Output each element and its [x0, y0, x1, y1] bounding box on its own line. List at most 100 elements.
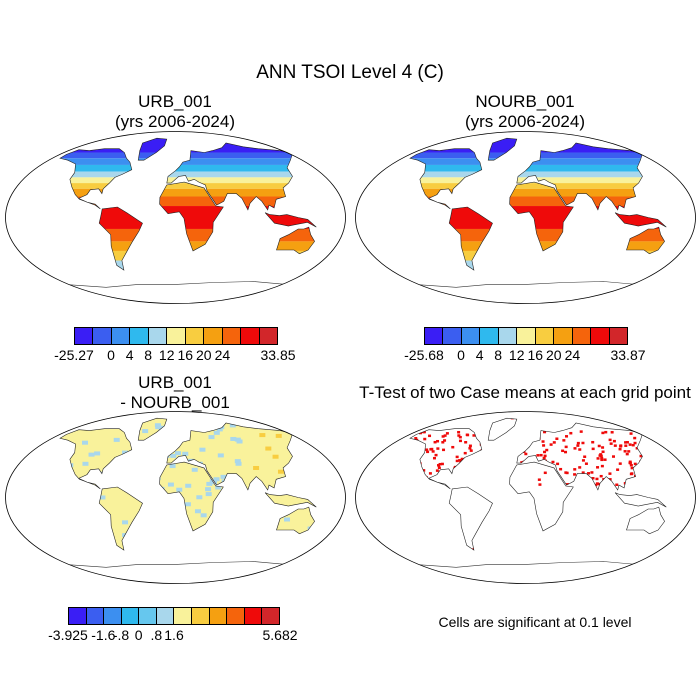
difference-cell [263, 572, 269, 576]
difference-cell [327, 580, 333, 584]
significant-cell [682, 461, 685, 464]
significant-cell [683, 425, 686, 428]
difference-cell [9, 548, 15, 552]
significant-cell [537, 478, 541, 481]
colorbar-swatch [262, 608, 279, 624]
difference-cell [324, 450, 330, 454]
difference-cell [164, 583, 170, 587]
difference-cell [61, 417, 67, 421]
significant-cell [367, 456, 370, 459]
difference-cell [61, 411, 67, 415]
difference-cell [6, 542, 12, 546]
significant-cell [686, 463, 689, 466]
significant-cell [683, 440, 686, 443]
temperature-band [516, 188, 643, 197]
difference-cell [62, 582, 68, 586]
difference-cell [191, 583, 197, 587]
significant-cell [437, 466, 441, 470]
significant-cell [539, 453, 543, 457]
difference-cell [30, 564, 36, 568]
difference-cell [309, 576, 315, 580]
difference-cell [30, 564, 36, 568]
difference-cell [336, 550, 342, 554]
difference-cell [334, 563, 340, 567]
significant-cell [377, 440, 380, 443]
difference-cell [331, 410, 337, 414]
significant-cell [696, 432, 699, 435]
significant-cell [684, 447, 687, 450]
difference-cell [334, 563, 340, 567]
significant-cell [469, 449, 473, 452]
significant-cell [436, 464, 440, 467]
difference-cell [49, 412, 55, 416]
significant-cell [545, 448, 549, 452]
difference-cell [213, 430, 220, 435]
difference-cell [263, 572, 269, 576]
temperature-band [516, 143, 643, 153]
significant-cell [378, 436, 381, 439]
difference-cell [299, 579, 305, 583]
colorbar-tick-label: 8 [144, 347, 153, 363]
temperature-band [159, 188, 224, 197]
difference-cell [86, 576, 92, 580]
significant-cell [619, 445, 623, 448]
significant-cell [552, 441, 556, 444]
difference-cell [337, 566, 343, 570]
difference-cell [105, 585, 111, 589]
significant-cell [629, 463, 633, 467]
difference-cell [105, 585, 111, 589]
colorbar-tick-label: 5.682 [262, 627, 298, 643]
panel-title-ttest: T-Test of two Case means at each grid po… [359, 383, 691, 402]
significant-cell [432, 456, 436, 460]
significant-cell [672, 446, 675, 449]
difference-cell [34, 583, 40, 587]
difference-cell [217, 453, 224, 458]
colorbar-swatch [111, 328, 131, 344]
difference-cell [32, 422, 38, 426]
difference-cell [265, 446, 272, 451]
significant-cell [610, 431, 614, 434]
difference-cell [62, 582, 68, 586]
coastline [166, 142, 293, 211]
significant-cell [386, 433, 389, 436]
difference-cell [30, 564, 36, 568]
difference-cell [49, 412, 55, 416]
difference-cell [4, 581, 10, 585]
significant-cell [690, 441, 693, 444]
difference-cell [216, 427, 223, 432]
difference-cell [32, 439, 38, 443]
difference-cell [123, 581, 129, 585]
difference-cell [334, 563, 340, 567]
significant-cell [355, 472, 358, 475]
difference-cell [164, 583, 170, 587]
difference-cell [31, 435, 37, 439]
difference-cell [60, 410, 66, 414]
difference-cell [293, 426, 299, 430]
colorbar-swatch [425, 328, 444, 344]
difference-cell [62, 582, 68, 586]
significant-cell [397, 574, 400, 577]
significant-cell [688, 453, 691, 456]
difference-cell [327, 580, 333, 584]
difference-cell [95, 577, 101, 581]
significant-cell [690, 451, 693, 454]
difference-cell [337, 566, 343, 570]
temperature-band [166, 188, 293, 197]
difference-cell [293, 584, 299, 588]
significant-cell [678, 580, 681, 583]
difference-cell [49, 412, 55, 416]
difference-cell [62, 582, 68, 586]
significant-cell [354, 447, 357, 450]
difference-cell [297, 415, 303, 419]
difference-cell [314, 428, 320, 432]
significant-cell [683, 441, 686, 444]
significant-cell [581, 441, 585, 445]
significant-cell [373, 439, 376, 442]
difference-cell [275, 570, 281, 574]
significant-cell [587, 472, 591, 475]
significant-cell [372, 432, 375, 435]
colorbar-tick-label: 12 [508, 347, 525, 363]
difference-cell [327, 580, 333, 584]
difference-cell [34, 583, 40, 587]
significant-cell [442, 448, 446, 452]
